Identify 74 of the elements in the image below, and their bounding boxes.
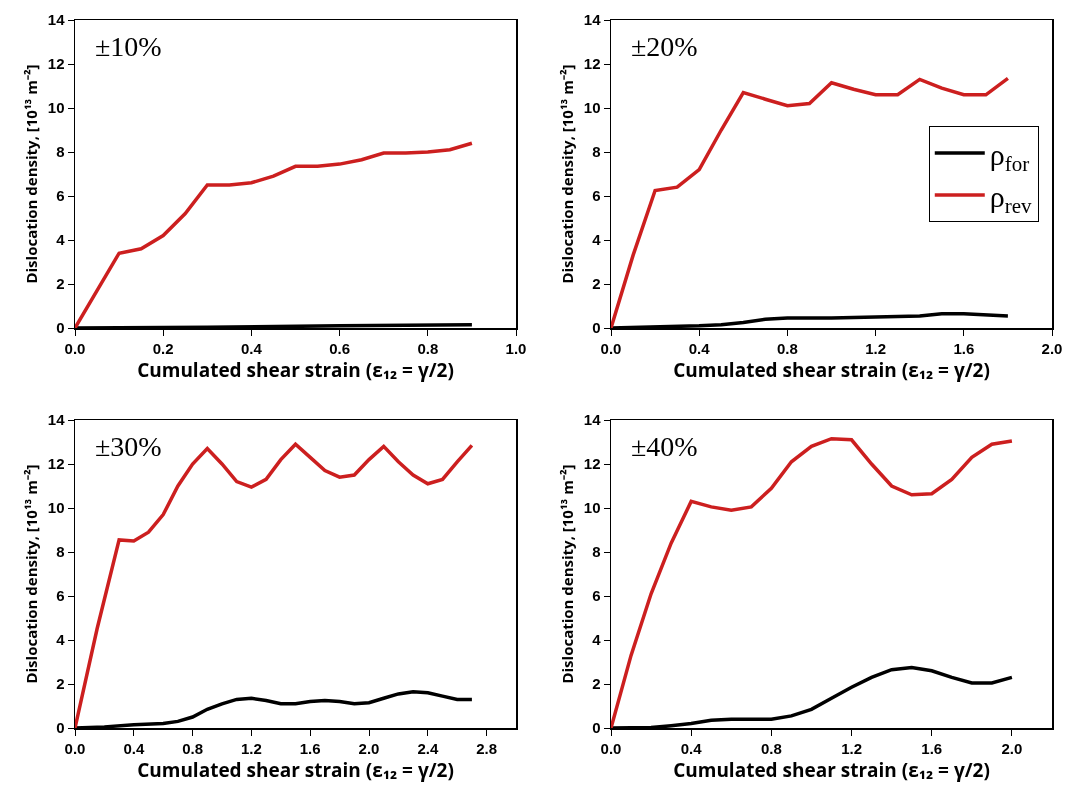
x-tick-label: 1.6 [953,339,975,357]
y-tick-label: 6 [56,587,65,605]
annotation: ±20% [631,31,698,62]
y-tick-label: 6 [592,187,601,205]
line-series [611,436,1014,728]
y-tick-label: 14 [47,11,66,29]
x-tick-label: 0.8 [776,339,798,357]
y-tick-label: 8 [592,543,601,561]
y-tick-label: 2 [56,675,65,693]
y-axis-title: Dislocation density, [10¹³ m⁻²] [557,64,578,284]
y-tick-label: 6 [56,187,65,205]
y-axis-title: Dislocation density, [10¹³ m⁻²] [21,64,42,284]
x-tick-label: 0.6 [329,339,351,357]
x-tick-label: 0.4 [680,739,703,757]
x-tick-label: 0.0 [600,739,622,757]
x-tick-label: 1.2 [841,739,862,757]
x-tick-label: 0.0 [64,739,86,757]
y-tick-label: 14 [583,11,602,29]
legend-label: ρ$_{rev}$ [989,179,1033,218]
y-tick-label: 2 [56,275,65,293]
y-tick-label: 14 [583,411,602,429]
x-tick-label: 0.4 [240,339,263,357]
x-tick-label: 0.8 [182,739,204,757]
y-tick-label: 12 [47,455,65,473]
y-tick-label: 0 [56,719,65,737]
x-tick-label: 0.4 [688,339,711,357]
y-tick-label: 2 [592,275,601,293]
x-tick-label: 1.0 [505,339,527,357]
x-axis-title: Cumulated shear strain (ε₁₂ = γ/2) [673,357,990,384]
y-tick-label: 10 [583,99,601,117]
x-axis-title: Cumulated shear strain (ε₁₂ = γ/2) [673,757,990,784]
y-tick-label: 12 [583,455,601,473]
y-tick-label: 6 [592,587,601,605]
y-tick-label: 2 [592,675,601,693]
x-tick-label: 0.0 [64,339,86,357]
x-axis-title: Cumulated shear strain (ε₁₂ = γ/2) [137,757,454,784]
x-tick-label: 0.8 [760,739,782,757]
x-tick-label: 0.8 [417,339,439,357]
x-tick-label: 2.0 [1041,339,1063,357]
x-tick-label: 2.4 [417,739,439,757]
legend-label: ρ$_{for}$ [989,137,1030,176]
annotation: ±30% [95,431,162,462]
y-tick-label: 0 [592,719,601,737]
y-tick-label: 4 [56,231,66,249]
x-tick-label: 0.4 [123,739,145,757]
x-tick-label: 2.8 [476,739,498,757]
annotation: ±10% [95,31,162,62]
y-tick-label: 10 [47,99,65,117]
x-axis-title: Cumulated shear strain (ε₁₂ = γ/2) [137,357,454,384]
y-tick-label: 8 [592,143,601,161]
y-tick-label: 12 [47,55,65,73]
y-tick-label: 10 [47,499,65,517]
x-tick-label: 0.2 [152,339,174,357]
y-tick-label: 10 [583,499,601,517]
x-tick-label: 0.0 [600,339,622,357]
y-axis-title: Dislocation density, [10¹³ m⁻²] [21,464,42,684]
y-tick-label: 4 [592,231,602,249]
x-tick-label: 1.2 [865,339,887,357]
annotation: ±40% [631,431,698,462]
x-tick-label: 2.0 [1001,739,1023,757]
y-tick-label: 4 [56,631,66,649]
y-tick-label: 0 [592,319,601,337]
y-tick-label: 0 [56,319,65,337]
x-tick-label: 1.6 [299,739,321,757]
line-series [75,141,474,328]
y-tick-label: 4 [592,631,602,649]
y-axis-title: Dislocation density, [10¹³ m⁻²] [557,464,578,684]
x-tick-label: 1.2 [240,739,262,757]
y-tick-label: 12 [583,55,601,73]
y-tick-label: 8 [56,143,65,161]
y-tick-label: 14 [47,411,66,429]
x-tick-label: 1.6 [921,739,943,757]
x-tick-label: 2.0 [358,739,380,757]
y-tick-label: 8 [56,543,65,561]
